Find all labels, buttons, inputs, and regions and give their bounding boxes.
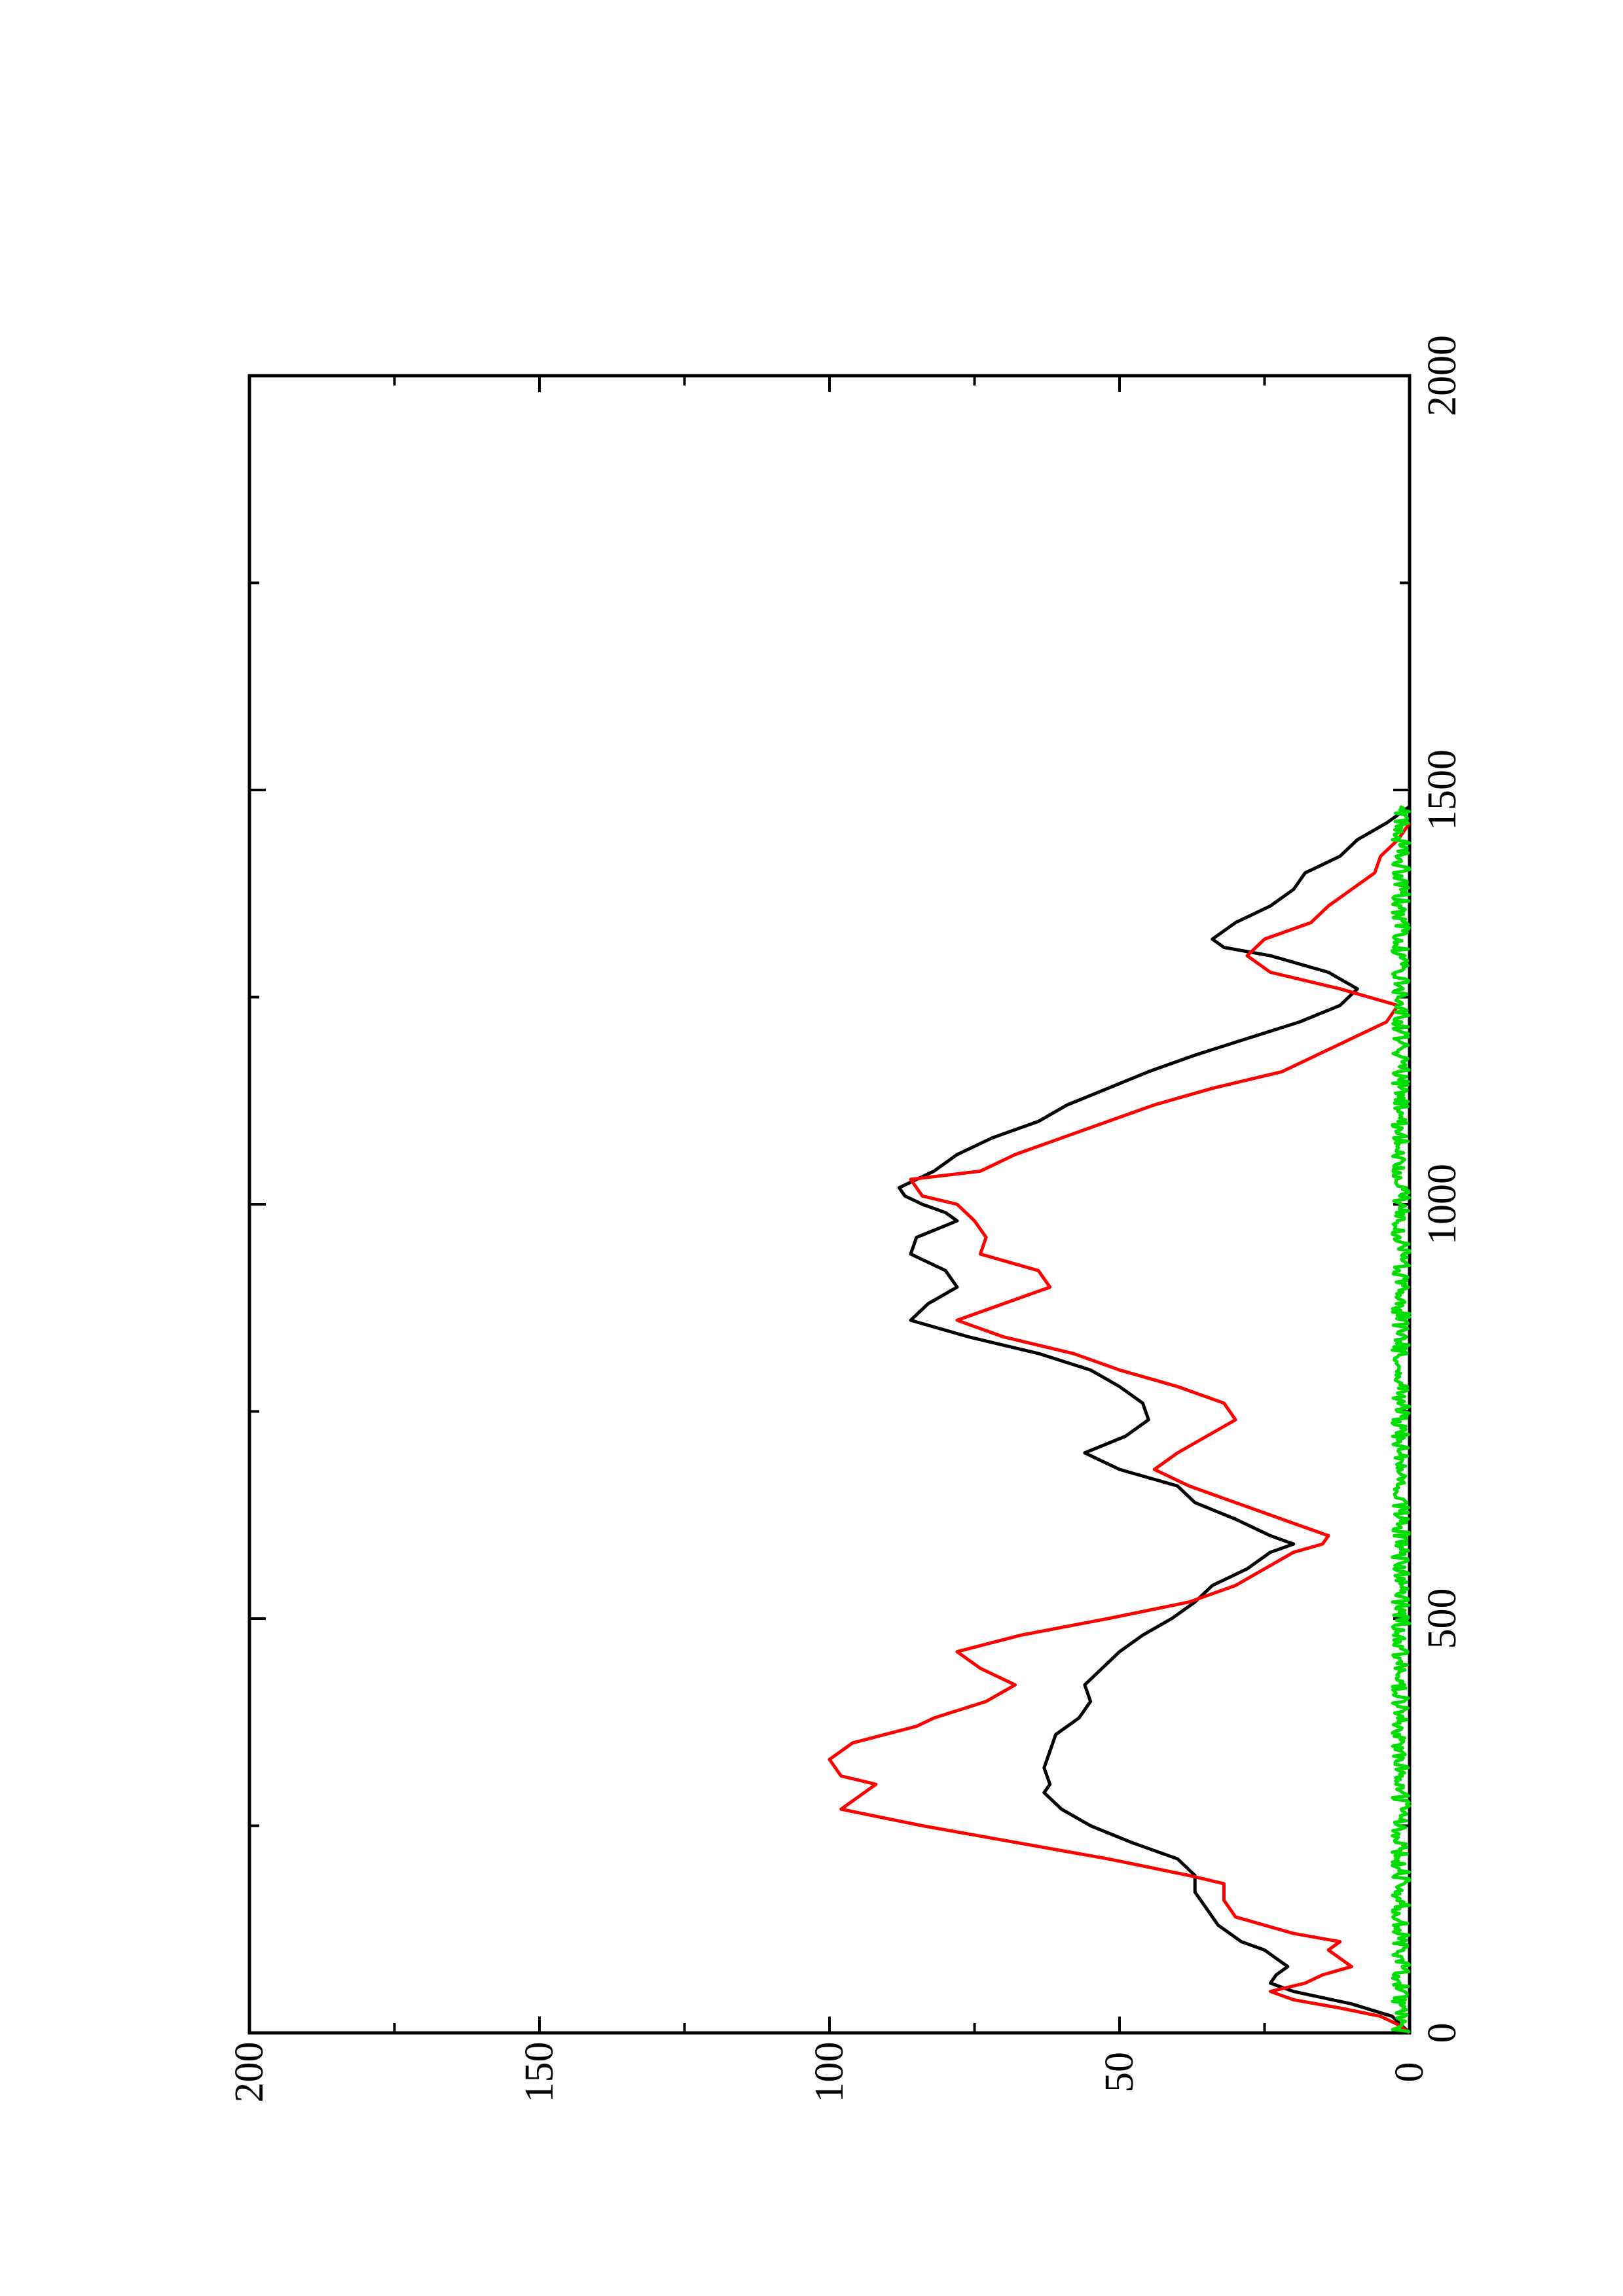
plot-frame <box>247 374 1412 2035</box>
tick-labels: 0 500 1000 1500 2000 0 50 100 150 200 <box>227 335 1465 2103</box>
y-tick-label-0: 0 <box>1387 2062 1432 2083</box>
x-tick-label-4: 2000 <box>1420 335 1465 416</box>
x-tick-label-1: 500 <box>1420 1588 1465 1649</box>
y-tick-label-1: 50 <box>1097 2052 1142 2092</box>
x-tick-label-0: 0 <box>1420 2023 1465 2043</box>
series-line-0 <box>897 805 1411 2034</box>
y-tick-label-4: 200 <box>227 2042 272 2103</box>
data-series <box>828 805 1412 2035</box>
x-tick-label-2: 1000 <box>1420 1164 1465 1245</box>
x-tick-label-3: 1500 <box>1420 749 1465 831</box>
y-tick-label-3: 150 <box>517 2042 562 2103</box>
series-line-1 <box>828 822 1412 2035</box>
axis-ticks <box>248 374 1411 2034</box>
series-line-2 <box>1390 805 1412 2034</box>
y-tick-label-2: 100 <box>807 2042 852 2103</box>
